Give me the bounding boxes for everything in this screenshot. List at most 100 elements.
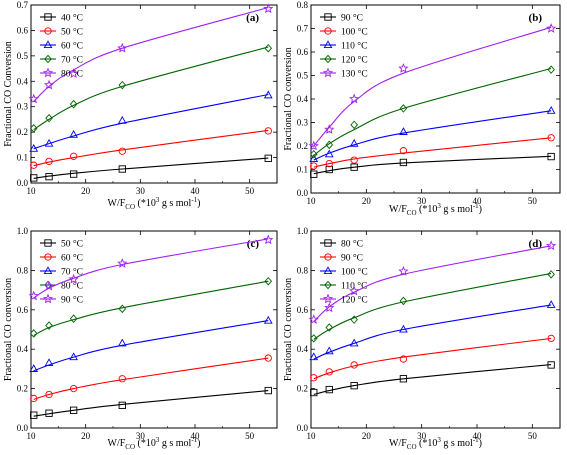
panel-label: (d) [529, 238, 543, 250]
series-3 [309, 65, 555, 159]
legend-marker [43, 266, 53, 275]
data-point [263, 3, 274, 14]
legend-marker [43, 40, 53, 49]
legend-entry: 100 °C [320, 266, 368, 278]
legend-marker [322, 67, 334, 78]
legend-label: 80 °C [341, 239, 363, 250]
data-point [349, 338, 359, 347]
data-point [547, 152, 555, 161]
series-1 [30, 354, 272, 403]
legend-label: 130 °C [341, 69, 368, 80]
data-point [264, 354, 272, 362]
y-tick-label: 0.4 [17, 344, 29, 354]
series-3 [29, 43, 273, 133]
data-point [399, 324, 408, 333]
legend-entry: 60 °C [40, 253, 83, 264]
panel-d: 10 20 30 40 50 0.0 0.2 0.4 0.6 0.8 1.0 Fractional C… [283, 226, 561, 451]
data-point [264, 43, 273, 53]
series-2 [309, 106, 556, 162]
legend-marker [44, 27, 52, 35]
panel-label: (b) [529, 12, 543, 24]
data-point [68, 68, 79, 79]
data-point [308, 314, 319, 325]
x-label-sup: 3 [437, 202, 441, 210]
y-tick-label: 0.2 [297, 384, 308, 394]
data-point [399, 375, 408, 383]
data-point [325, 159, 333, 168]
y-tick-label: 0.1 [17, 153, 28, 163]
data-point [43, 79, 55, 90]
x-tick-label: 40 [191, 431, 201, 441]
legend-entry: 50 °C [40, 239, 83, 250]
data-point [546, 23, 557, 33]
legend-label: 70 °C [61, 55, 83, 66]
y-tick-label: 0.6 [297, 47, 309, 57]
series-fit-line [313, 110, 552, 161]
data-point [309, 334, 318, 343]
legend-label: 120 °C [341, 55, 368, 66]
x-label-close: ) [197, 438, 200, 449]
data-point [69, 99, 78, 109]
data-point [399, 158, 408, 167]
data-point [264, 127, 272, 135]
legend-entry: 120 °C [320, 293, 368, 306]
x-tick-label: 20 [362, 431, 372, 441]
y-tick-label: 0.6 [17, 25, 29, 35]
series-4 [308, 23, 557, 151]
y-tick-label: 0.6 [297, 305, 309, 315]
x-label-sub: CO [407, 209, 417, 217]
series-fit-line [313, 137, 552, 168]
x-label-sup2: -1 [191, 196, 197, 204]
data-point [29, 364, 39, 372]
legend-entry: 50 °C [40, 27, 83, 38]
data-point [263, 234, 274, 245]
data-point [45, 390, 53, 399]
legend-label: 110 °C [341, 41, 367, 52]
y-tick-label: 0.2 [297, 141, 308, 151]
data-point [263, 315, 273, 324]
data-point [29, 329, 38, 338]
panel-label: (a) [246, 12, 259, 24]
series-fit-line [313, 364, 552, 396]
legend-marker [323, 40, 333, 49]
legend-label: 50 °C [61, 239, 83, 250]
legend-marker [324, 253, 332, 261]
data-point [310, 374, 318, 382]
data-point [69, 314, 78, 323]
data-point [310, 170, 318, 178]
data-point [350, 361, 358, 369]
data-point [264, 154, 272, 162]
data-point [309, 149, 318, 159]
data-point [45, 409, 53, 417]
legend-marker [324, 27, 332, 35]
data-point [69, 152, 78, 160]
legend-marker [44, 54, 52, 64]
data-point [325, 140, 334, 150]
series-fit-line [33, 6, 269, 102]
y-tick-label: 0.7 [297, 24, 309, 34]
series-2 [309, 300, 556, 361]
x-tick-label: 20 [81, 186, 91, 196]
data-point [30, 394, 38, 403]
legend-entry: 60 °C [40, 40, 83, 52]
x-tick-label: 30 [136, 431, 146, 441]
legend-marker [324, 54, 332, 64]
data-point [349, 138, 359, 147]
data-point [117, 258, 128, 268]
data-point [29, 124, 38, 133]
y-axis-label: Fractional CO conversion [283, 47, 294, 150]
data-point [325, 368, 333, 376]
series-fit-line [33, 129, 269, 167]
x-axis-label: W/FCO (*103 g s mol-1) [108, 436, 201, 450]
data-point [117, 338, 127, 347]
series-3 [29, 276, 273, 338]
data-point [45, 157, 53, 166]
y-axis-label: Fractional CO conversion [283, 278, 294, 381]
x-label-end: g s mol [159, 198, 191, 209]
x-label-sup: 3 [156, 436, 160, 444]
data-point [264, 276, 273, 286]
data-point [28, 290, 39, 301]
series-1 [310, 334, 555, 382]
y-tick-label: 0.3 [17, 102, 29, 112]
